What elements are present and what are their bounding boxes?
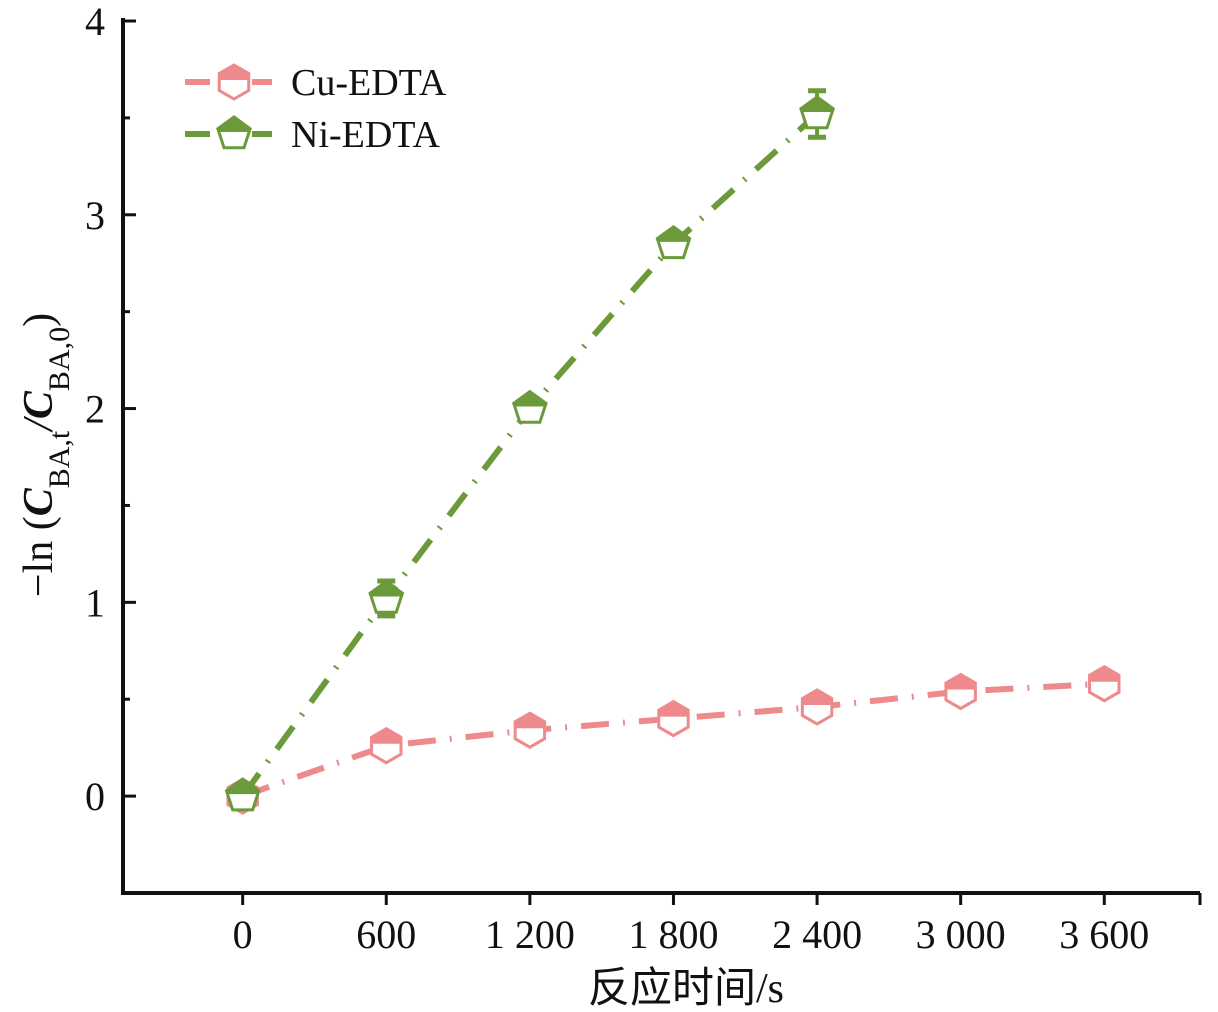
marker-fill	[219, 65, 249, 80]
marker-fill	[800, 97, 834, 113]
data-point	[799, 95, 835, 130]
x-tick-label: 2 400	[772, 912, 862, 957]
data-point	[655, 224, 692, 260]
series-cu-edta	[226, 664, 1121, 815]
y-label-part: )	[16, 313, 62, 327]
y-axis-label: −ln (CBA,t/CBA,0)	[16, 313, 76, 597]
y-tick-label: 4	[85, 0, 105, 44]
marker-fill	[657, 226, 690, 242]
x-tick-label: 3 000	[916, 912, 1006, 957]
data-point	[1088, 664, 1121, 703]
legend-label: Cu-EDTA	[291, 62, 447, 104]
marker-fill	[658, 701, 689, 717]
x-tick-label: 1 800	[628, 912, 718, 957]
x-tick-label: 1 200	[485, 912, 575, 957]
legend: Cu-EDTA Ni-EDTA	[185, 62, 447, 156]
x-tick-label: 3 600	[1059, 912, 1149, 957]
y-tick-label: 3	[85, 193, 105, 238]
data-point	[368, 579, 405, 614]
data-point	[370, 726, 403, 765]
marker-fill	[370, 581, 403, 597]
legend-label: Ni-EDTA	[291, 114, 440, 156]
marker-fill	[371, 728, 401, 744]
y-tick-label: 1	[85, 580, 105, 625]
axes: 0 1 2 3 4 0 600 1 200 1 800 2 400 3 000 3 600	[85, 0, 1202, 957]
marker-fill	[226, 779, 259, 795]
series-line	[240, 111, 820, 798]
data-point	[657, 699, 690, 738]
marker-fill	[945, 674, 976, 690]
data-point	[944, 672, 977, 711]
y-label-part: BA,0	[43, 327, 76, 391]
legend-marker	[217, 63, 251, 101]
data-point	[800, 688, 834, 726]
x-tick-label: 600	[356, 912, 416, 957]
marker-fill	[217, 117, 251, 132]
y-label-part: C	[16, 390, 62, 419]
y-label-part: BA,t	[43, 430, 76, 488]
y-label-part: C	[16, 487, 62, 516]
series-ni-edta	[224, 88, 835, 812]
x-axis-label: 反应时间/s	[588, 965, 784, 1012]
data-point	[511, 389, 548, 424]
data-point	[224, 777, 261, 812]
series-layer	[224, 88, 1121, 815]
y-tick-label: 0	[85, 774, 105, 819]
y-tick-label: 2	[85, 387, 105, 432]
marker-fill	[515, 713, 545, 729]
y-label-part: /	[16, 416, 62, 433]
x-tick-label: 0	[233, 912, 253, 957]
data-point	[513, 711, 547, 749]
legend-marker	[216, 115, 252, 150]
marker-fill	[1089, 666, 1119, 682]
y-label-part: −ln (	[16, 516, 62, 597]
marker-fill	[802, 689, 832, 705]
marker-fill	[513, 391, 547, 407]
